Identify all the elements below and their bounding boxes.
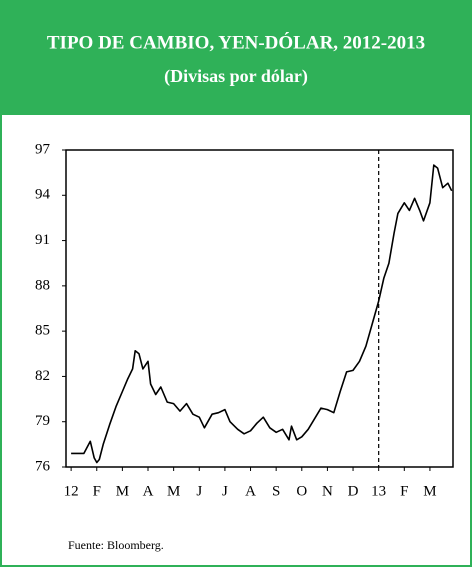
x-tick-label: A xyxy=(245,483,256,499)
y-tick-label: 76 xyxy=(35,458,51,474)
x-tick-label: O xyxy=(296,483,307,499)
x-tick-label: J xyxy=(196,483,202,499)
y-tick-label: 79 xyxy=(35,413,50,429)
x-tick-label: M xyxy=(423,483,436,499)
x-tick-label: D xyxy=(348,483,359,499)
header xyxy=(0,0,472,115)
plot-area xyxy=(65,149,454,468)
chart-subtitle: (Divisas por dólar) xyxy=(164,66,308,87)
x-tick-label: S xyxy=(272,483,280,499)
x-tick-label: 13 xyxy=(371,483,386,499)
x-tick-label: F xyxy=(93,483,101,499)
line xyxy=(71,164,453,464)
y-tick-label: 88 xyxy=(35,277,50,293)
y-tick-label: 85 xyxy=(35,323,50,339)
y-tick-label: 91 xyxy=(35,232,50,248)
x-tick-label: F xyxy=(400,483,408,499)
x-tick-label: M xyxy=(167,483,180,499)
chart-title: TIPO DE CAMBIO, YEN-DÓLAR, 2012-2013 xyxy=(47,31,425,53)
x-tick-label: J xyxy=(222,483,228,499)
source: Fuente: Bloomberg. xyxy=(68,538,164,552)
x-tick-label: 12 xyxy=(64,483,79,499)
x-tick-label: M xyxy=(116,483,129,499)
x-tick-label: A xyxy=(143,483,154,499)
x-tick-label: N xyxy=(322,483,333,499)
y-tick-label: 94 xyxy=(35,187,51,203)
y-tick-label: 82 xyxy=(35,368,50,384)
y-tick-label: 97 xyxy=(35,141,51,157)
